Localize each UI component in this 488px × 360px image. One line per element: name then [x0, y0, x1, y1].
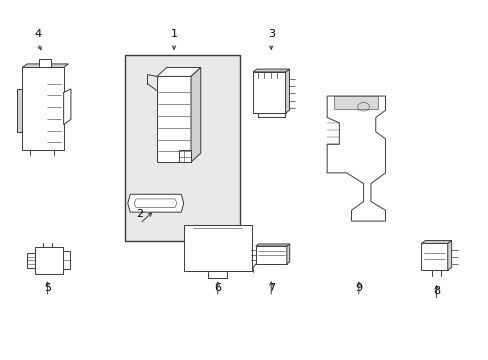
Polygon shape — [255, 246, 286, 264]
Polygon shape — [27, 252, 35, 268]
Polygon shape — [179, 150, 191, 162]
Polygon shape — [63, 89, 71, 125]
Polygon shape — [35, 247, 63, 274]
Polygon shape — [22, 67, 63, 150]
Polygon shape — [334, 96, 377, 109]
Polygon shape — [285, 69, 289, 113]
Polygon shape — [447, 240, 451, 270]
Polygon shape — [252, 69, 289, 72]
Text: 9: 9 — [354, 283, 362, 293]
Polygon shape — [421, 240, 451, 243]
Text: 5: 5 — [44, 283, 51, 293]
Text: 4: 4 — [34, 29, 41, 39]
Polygon shape — [22, 64, 68, 67]
Polygon shape — [157, 76, 191, 162]
Bar — [125, 55, 239, 241]
Polygon shape — [127, 194, 183, 212]
Text: 1: 1 — [170, 29, 177, 39]
Polygon shape — [255, 244, 289, 246]
Polygon shape — [157, 67, 201, 76]
Polygon shape — [252, 72, 285, 113]
Polygon shape — [183, 225, 251, 271]
Polygon shape — [326, 96, 385, 221]
Polygon shape — [286, 244, 289, 264]
Polygon shape — [18, 89, 22, 132]
Text: 6: 6 — [214, 283, 221, 293]
Polygon shape — [191, 67, 201, 162]
Polygon shape — [39, 59, 51, 67]
Polygon shape — [421, 243, 447, 270]
Text: 3: 3 — [267, 29, 274, 39]
Text: 7: 7 — [267, 283, 274, 293]
Text: 8: 8 — [432, 286, 439, 296]
Text: 2: 2 — [136, 209, 143, 219]
Polygon shape — [63, 251, 70, 269]
